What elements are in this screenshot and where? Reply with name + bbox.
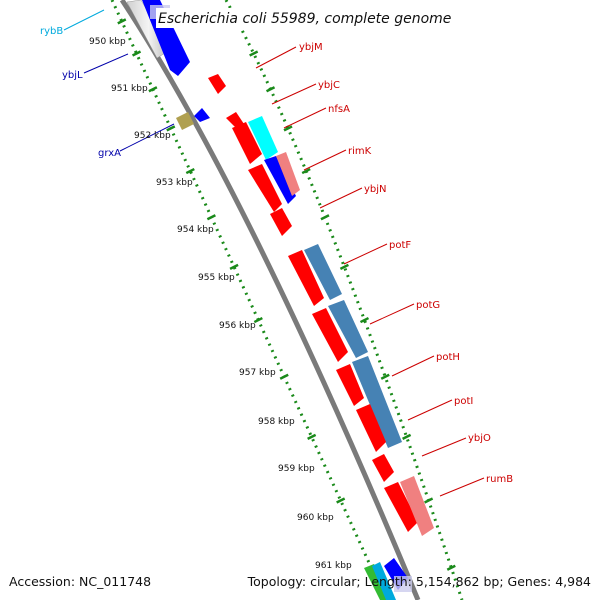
inner-tick-ring (110, 0, 388, 600)
scale-label: 956 kbp (219, 321, 256, 331)
gene-label-grxA: grxA (98, 148, 121, 159)
scale-tick (279, 373, 289, 380)
scale-tick (283, 125, 293, 132)
scale-label: 958 kbp (258, 417, 295, 427)
scale-label: 953 kbp (156, 178, 193, 188)
gene-label-rumB: rumB (486, 474, 513, 485)
feature-ybjN (270, 208, 292, 236)
feature-rumB (384, 482, 418, 532)
scale-label: 959 kbp (278, 464, 315, 474)
accession-label: Accession: NC_011748 (9, 574, 152, 589)
scale-tick (206, 214, 216, 221)
scale-tick (446, 564, 456, 571)
gene-label-potG: potG (416, 300, 440, 311)
feature-ybjM (208, 74, 226, 94)
gene-label-potH: potH (436, 352, 460, 363)
feature-rimK-pink (276, 152, 300, 196)
gene-label-ybjL: ybjL (62, 70, 83, 81)
scale-tick (402, 433, 412, 441)
scale-labels: 950 kbp 951 kbp 952 kbp 953 kbp 954 kbp … (89, 37, 352, 571)
gene-label-ybjC: ybjC (318, 80, 340, 91)
scale-tick (229, 263, 239, 271)
label-leaders (63, 9, 485, 497)
gene-label-ybjM: ybjM (299, 42, 323, 53)
scale-label: 961 kbp (315, 561, 352, 571)
feature-potF-steel (304, 244, 342, 300)
gene-labels: rybB ybjL grxA ybjM ybjC nfsA rimK ybjN … (40, 26, 513, 485)
feature-rimK-blue (264, 156, 296, 204)
scale-tick (339, 263, 349, 271)
scale-label: 957 kbp (239, 368, 276, 378)
scale-label: 960 kbp (297, 513, 334, 523)
feature-rumB-pink (400, 476, 434, 536)
scale-label: 951 kbp (111, 84, 148, 94)
scale-tick (166, 125, 176, 132)
scale-tick (359, 316, 370, 324)
feature-potG-steel (328, 300, 368, 358)
scale-label: 952 kbp (134, 131, 171, 141)
scale-tick (131, 50, 142, 57)
genome-backbone (119, 0, 421, 600)
scale-tick (185, 167, 195, 175)
feature-bottom-cyan (372, 562, 396, 600)
gene-label-nfsA: nfsA (328, 104, 350, 115)
scale-tick (380, 373, 390, 380)
feature-ybjO (372, 454, 394, 482)
scale-label: 950 kbp (89, 37, 126, 47)
feature-potG (312, 308, 348, 362)
feature-grxA-arrow (194, 108, 210, 122)
feature-potI (356, 404, 386, 452)
feature-nfsA (232, 122, 262, 164)
gene-label-potI: potI (454, 396, 473, 407)
scale-tick (117, 18, 127, 25)
scale-tick (253, 316, 263, 324)
gene-label-rimK: rimK (348, 146, 372, 157)
gene-label-ybjN: ybjN (364, 184, 387, 195)
map-title: Escherichia coli 55989, complete genome (158, 11, 451, 27)
feature-bottom-highlight (394, 576, 412, 592)
feature-grxA-olive (176, 112, 194, 130)
scale-label: 954 kbp (177, 225, 214, 235)
feature-rimK (248, 164, 282, 212)
scale-tick (424, 497, 434, 504)
feature-potF (288, 250, 324, 306)
scale-label: 955 kbp (198, 273, 235, 283)
gene-label-rybB: rybB (40, 26, 63, 37)
gene-label-potF: potF (389, 240, 411, 251)
scale-tick (249, 50, 259, 57)
scale-tick (148, 86, 158, 93)
scale-tick (301, 167, 311, 175)
scale-tick (307, 433, 317, 441)
scale-tick (265, 86, 276, 93)
genome-stats-label: Topology: circular; Length: 5,154,862 bp… (247, 574, 591, 589)
title-backing (156, 8, 446, 28)
scale-tick (320, 214, 330, 221)
feature-potH-steel (352, 356, 402, 448)
scale-tick (336, 497, 346, 504)
gene-label-ybjO: ybjO (468, 433, 491, 444)
feature-potH (336, 364, 364, 406)
feature-nfsA-cyan (248, 116, 278, 160)
